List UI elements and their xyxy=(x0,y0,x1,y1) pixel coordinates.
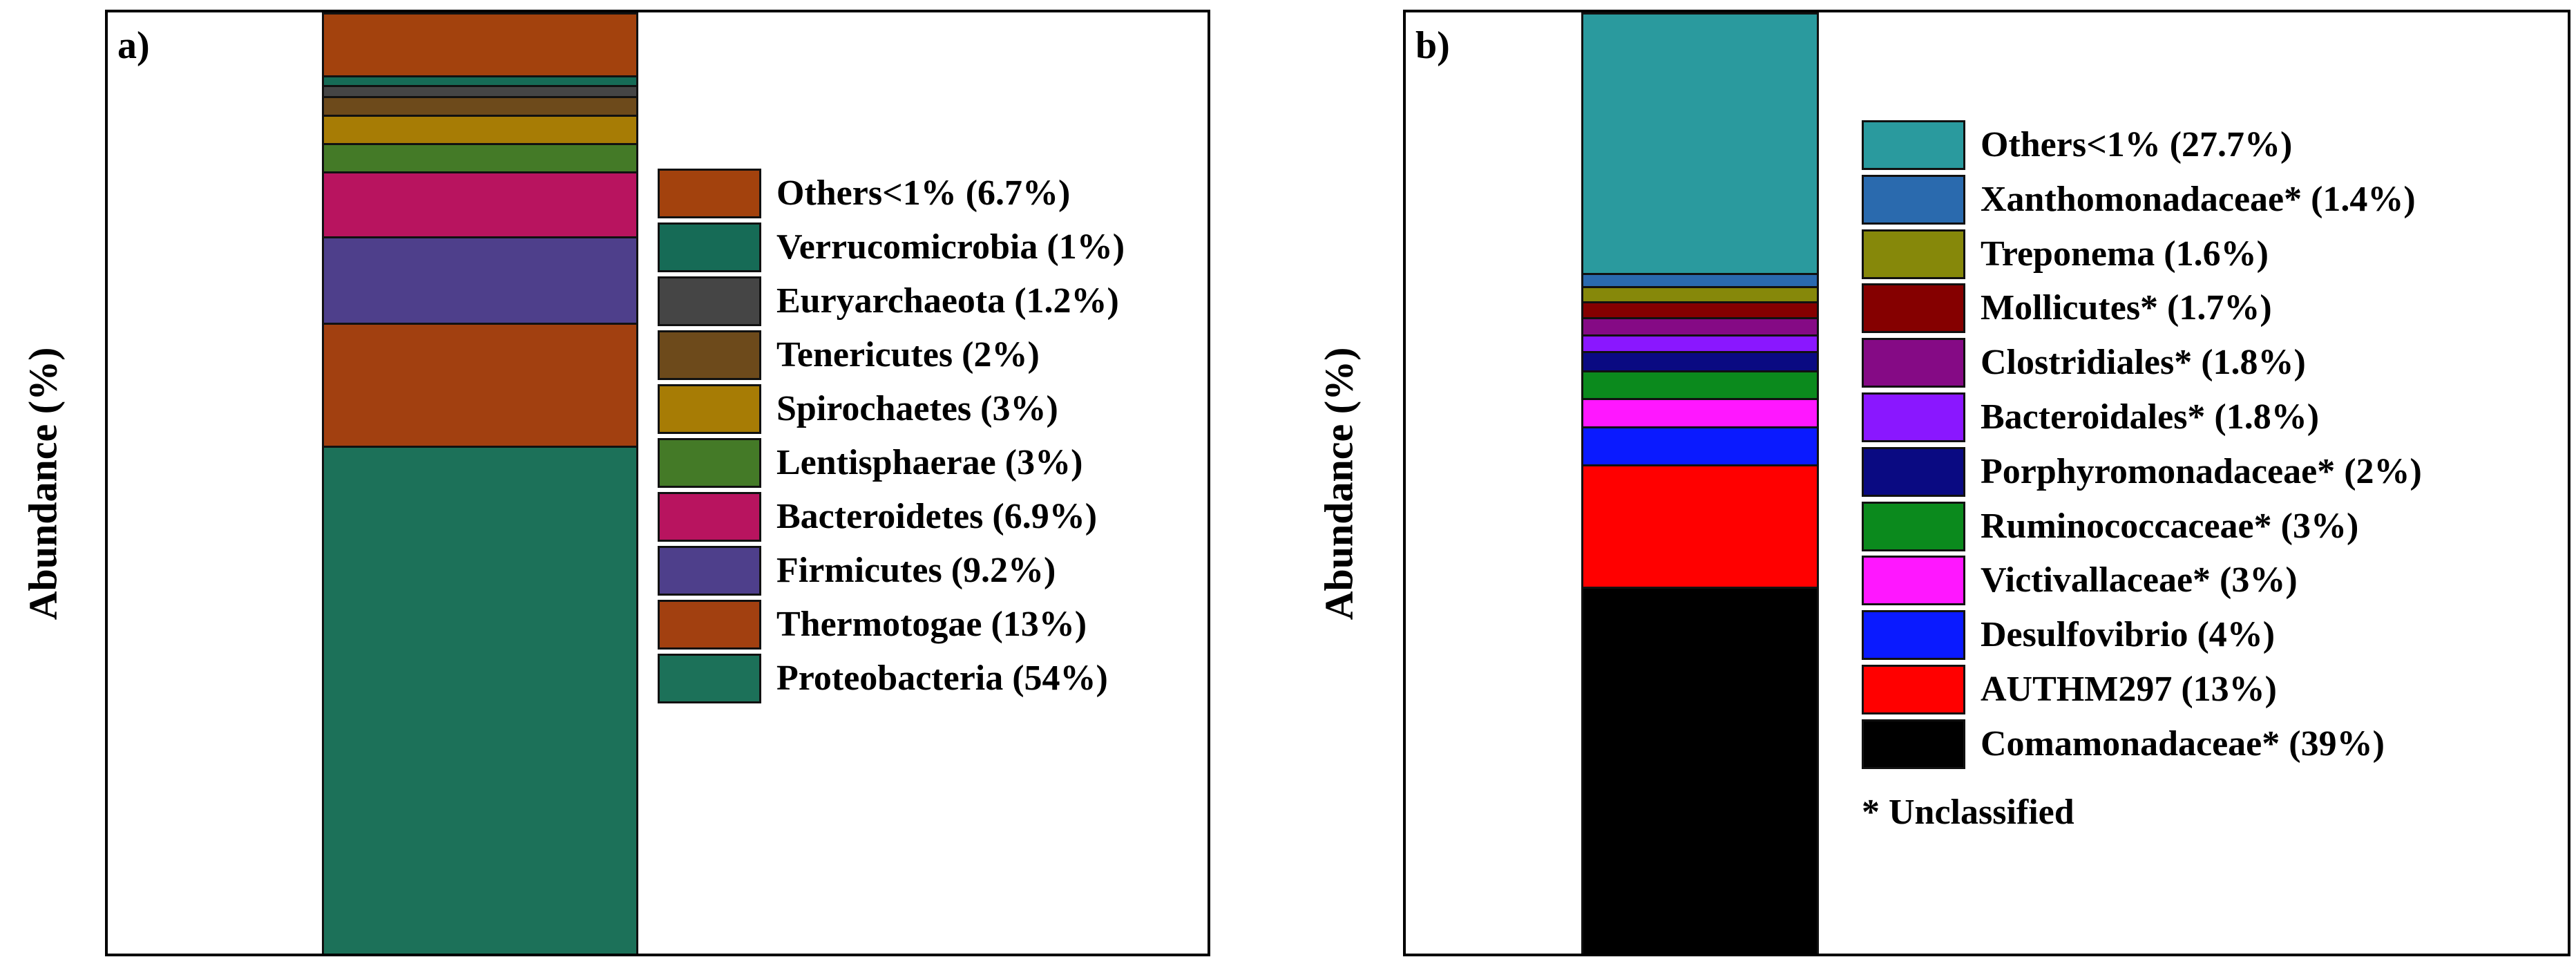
bar-segment-proteobacteria xyxy=(322,445,638,954)
legend-label: Others<1% (6.7%) xyxy=(776,173,1071,213)
legend-swatch xyxy=(658,330,761,380)
legend-swatch xyxy=(1862,664,1965,714)
chart-panel-b: b) Others<1% (27.7%) Xanthomonadaceae* (1… xyxy=(1403,10,2570,956)
legend-swatch xyxy=(1862,556,1965,606)
legend-swatch xyxy=(1862,501,1965,551)
legend-label: Bacteroidetes (6.9%) xyxy=(776,497,1098,536)
legend-label: Tenericutes (2%) xyxy=(776,335,1040,375)
bar-segment-clostridiales xyxy=(1581,317,1819,334)
legend-label: AUTHM297 (13%) xyxy=(1981,669,2277,709)
bar-segment-ruminococcaceae xyxy=(1581,370,1819,399)
legend-label: Clostridiales* (1.8%) xyxy=(1981,343,2306,383)
stacked-bar-a xyxy=(322,12,638,954)
legend-swatch xyxy=(1862,610,1965,661)
legend-swatch xyxy=(1862,120,1965,170)
bar-segment-desulfovibrio xyxy=(1581,426,1819,464)
bar-segment-thermotogae xyxy=(322,323,638,446)
bar-segment-firmicutes xyxy=(322,236,638,323)
chart-panel-a: a) Others<1% (6.7%) Verrucomicrobia (1%) E… xyxy=(105,10,1210,956)
legend-label: Comamonadaceae* (39%) xyxy=(1981,723,2385,764)
legend-label: Xanthomonadaceae* (1.4%) xyxy=(1981,179,2416,219)
legend-swatch xyxy=(1862,719,1965,769)
legend-label: Mollicutes* (1.7%) xyxy=(1981,288,2272,328)
legend-label: Proteobacteria (54%) xyxy=(776,659,1108,698)
legend-swatch xyxy=(1862,338,1965,388)
legend-swatch xyxy=(658,438,761,488)
legend-swatch xyxy=(658,546,761,596)
legend-swatch xyxy=(658,492,761,542)
legend-swatch xyxy=(1862,446,1965,497)
bar-segment-authm297 xyxy=(1581,464,1819,587)
bar-segment-mollicutes xyxy=(1581,301,1819,318)
bar-segment-victivallaceae xyxy=(1581,398,1819,427)
legend-swatch xyxy=(658,169,761,218)
panel-label-b: b) xyxy=(1415,24,1450,67)
bar-segment-others-1 xyxy=(322,12,638,76)
bar-segment-euryarchaeota xyxy=(322,84,638,97)
legend-label: Victivallaceae* (3%) xyxy=(1981,560,2298,600)
legend-swatch xyxy=(1862,283,1965,334)
legend-label: Firmicutes (9.2%) xyxy=(776,551,1056,590)
legend-label: Ruminococcaceae* (3%) xyxy=(1981,506,2359,546)
y-axis-label-a: Abundance (%) xyxy=(20,347,66,621)
legend-label: Spirochaetes (3%) xyxy=(776,389,1058,428)
bar-segment-spirochaetes xyxy=(322,115,638,144)
legend-swatch xyxy=(658,276,761,326)
legend-label: Verrucomicrobia (1%) xyxy=(776,227,1125,267)
legend-swatch xyxy=(1862,174,1965,225)
legend-label: Thermotogae (13%) xyxy=(776,605,1087,644)
legend-label: Bacteroidales* (1.8%) xyxy=(1981,397,2320,437)
legend-swatch xyxy=(658,654,761,703)
bar-segment-verrucomicrobia xyxy=(322,75,638,85)
bar-segment-porphyromonadaceae xyxy=(1581,351,1819,370)
legend-swatch xyxy=(1862,392,1965,442)
bar-segment-treponema xyxy=(1581,286,1819,302)
legend-label: Others<1% (27.7%) xyxy=(1981,125,2293,164)
bar-segment-others-1 xyxy=(1581,12,1819,274)
bar-segment-lentisphaerae xyxy=(322,143,638,172)
legend-swatch xyxy=(1862,229,1965,279)
legend-swatch xyxy=(658,222,761,272)
panel-label-a: a) xyxy=(117,24,150,67)
legend-label: Lentisphaerae (3%) xyxy=(776,443,1083,482)
stacked-bar-b xyxy=(1581,12,1819,954)
y-axis-label-b: Abundance (%) xyxy=(1316,347,1362,621)
legend-swatch xyxy=(658,384,761,434)
bar-segment-tenericutes xyxy=(322,96,638,115)
bar-segment-bacteroidetes xyxy=(322,171,638,237)
bar-segment-comamonadaceae xyxy=(1581,586,1819,954)
unclassified-note: * Unclassified xyxy=(1862,793,2074,832)
legend-label: Porphyromonadaceae* (2%) xyxy=(1981,451,2422,491)
legend-label: Euryarchaeota (1.2%) xyxy=(776,281,1119,321)
bar-segment-xanthomonadaceae xyxy=(1581,273,1819,287)
legend-swatch xyxy=(658,600,761,650)
legend-label: Desulfovibrio (4%) xyxy=(1981,615,2276,655)
bar-segment-bacteroidales xyxy=(1581,334,1819,352)
legend-label: Treponema (1.6%) xyxy=(1981,234,2269,274)
